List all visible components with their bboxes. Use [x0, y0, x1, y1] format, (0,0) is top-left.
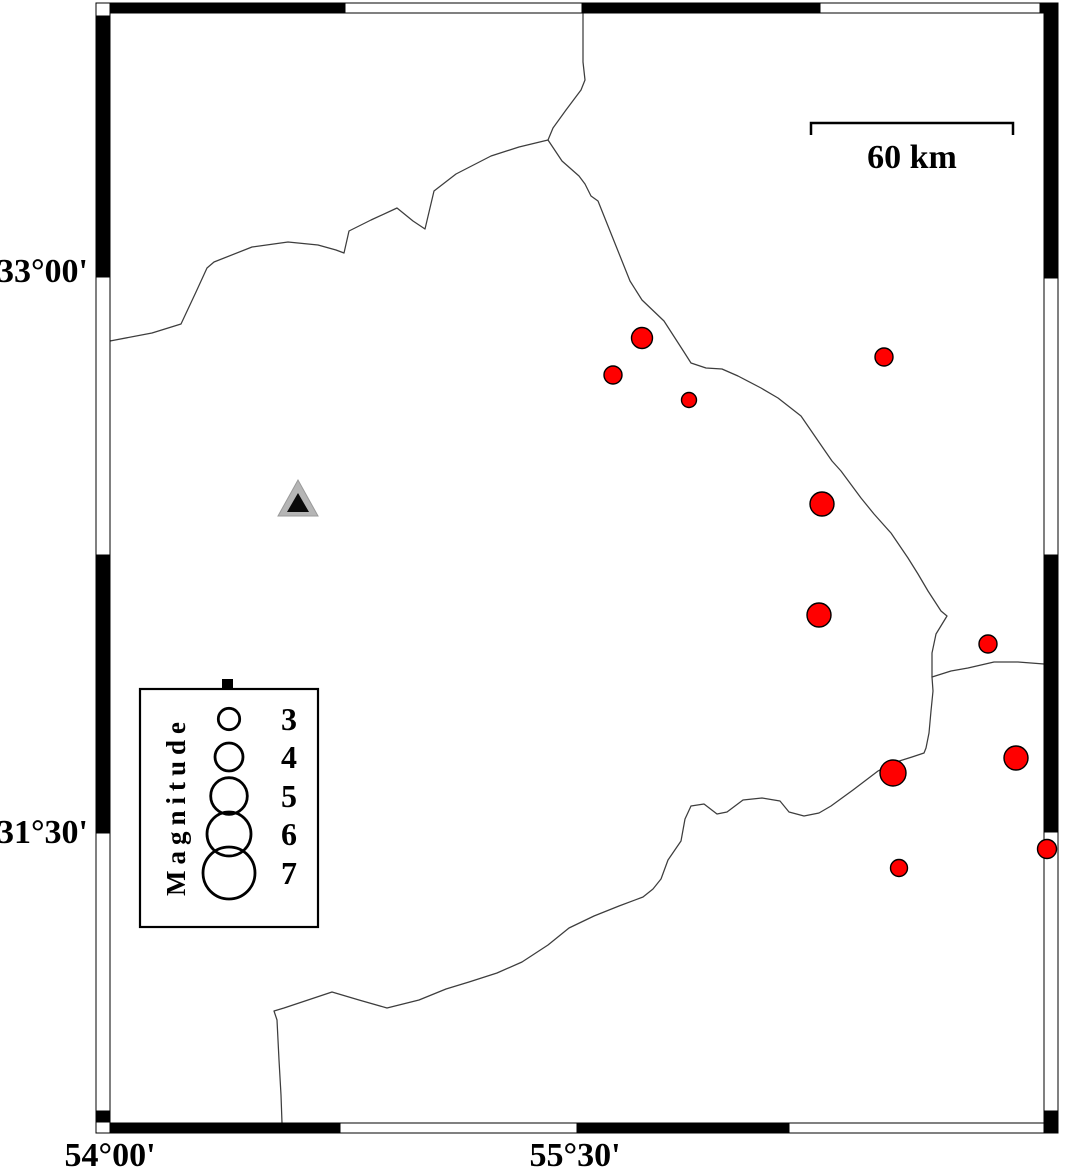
frame-right-segment — [1043, 277, 1059, 556]
frame-top-segment — [581, 2, 821, 14]
frame-left-segment — [95, 554, 111, 834]
frame-right-segment — [1043, 2, 1059, 279]
earthquake-marker — [603, 365, 623, 385]
frame-top-segment — [344, 2, 583, 14]
scale-bar-bracket — [809, 121, 1015, 135]
frame-right-segment — [1043, 1110, 1059, 1134]
earthquake-marker — [806, 602, 832, 628]
lat-label-31-30: 31°30' — [0, 814, 88, 851]
lon-label-55-30: 55°30' — [529, 1137, 620, 1171]
boundary-lines — [109, 12, 1058, 1124]
frame-top-segment — [819, 2, 1041, 14]
station-marker — [277, 478, 319, 517]
earthquake-marker — [879, 759, 907, 787]
boundary-north — [547, 12, 586, 141]
legend-magnitude-circle — [201, 845, 257, 901]
frame-top-segment — [109, 2, 346, 14]
legend-magnitude-label: 7 — [281, 855, 297, 891]
frame-left-segment — [95, 276, 111, 556]
legend-title: Magnitude — [161, 716, 191, 896]
scale-bar-label: 60 km — [867, 139, 957, 176]
legend-magnitude-label: 4 — [281, 739, 297, 775]
frame-left-segment — [95, 1110, 111, 1123]
legend-magnitude-circle — [213, 741, 245, 773]
legend-magnitude-circle — [216, 706, 242, 732]
legend-magnitude-label: 3 — [281, 701, 297, 737]
boundary-west — [109, 139, 549, 342]
earthquake-marker — [680, 391, 698, 409]
frame-bottom-segment — [339, 1122, 578, 1134]
legend-magnitude-label: 5 — [281, 778, 297, 814]
earthquake-marker — [874, 347, 894, 367]
legend-magnitude-label: 6 — [281, 816, 297, 852]
frame-corner-square — [95, 1121, 111, 1134]
frame-bottom-segment — [576, 1122, 790, 1134]
earthquake-markers — [603, 326, 1058, 878]
earthquake-marker — [809, 491, 835, 517]
boundary-river — [931, 661, 1058, 678]
lat-label-33-00: 33°00' — [0, 253, 88, 290]
scale-bar — [809, 121, 1015, 135]
station-triangle-inner — [287, 493, 309, 512]
lon-label-54-00: 54°00' — [64, 1137, 155, 1171]
earthquake-marker — [630, 326, 654, 350]
earthquake-marker — [1003, 745, 1029, 771]
map-frame — [95, 2, 1059, 1134]
frame-bottom-segment — [109, 1122, 341, 1134]
legend-magnitude-circle — [205, 810, 253, 858]
frame-left-segment — [95, 16, 111, 278]
frame-corner-square — [95, 2, 111, 17]
legend-top-mark — [222, 679, 233, 689]
frame-right-segment — [1043, 831, 1059, 1112]
boundary-east_south — [273, 139, 948, 1124]
legend-magnitude-circle — [209, 776, 249, 816]
earthquake-marker — [978, 634, 998, 654]
earthquake-marker — [1036, 838, 1058, 860]
frame-bottom-segment — [788, 1122, 1045, 1134]
earthquake-marker — [889, 858, 909, 878]
frame-right-segment — [1043, 554, 1059, 833]
frame-left-segment — [95, 832, 111, 1112]
